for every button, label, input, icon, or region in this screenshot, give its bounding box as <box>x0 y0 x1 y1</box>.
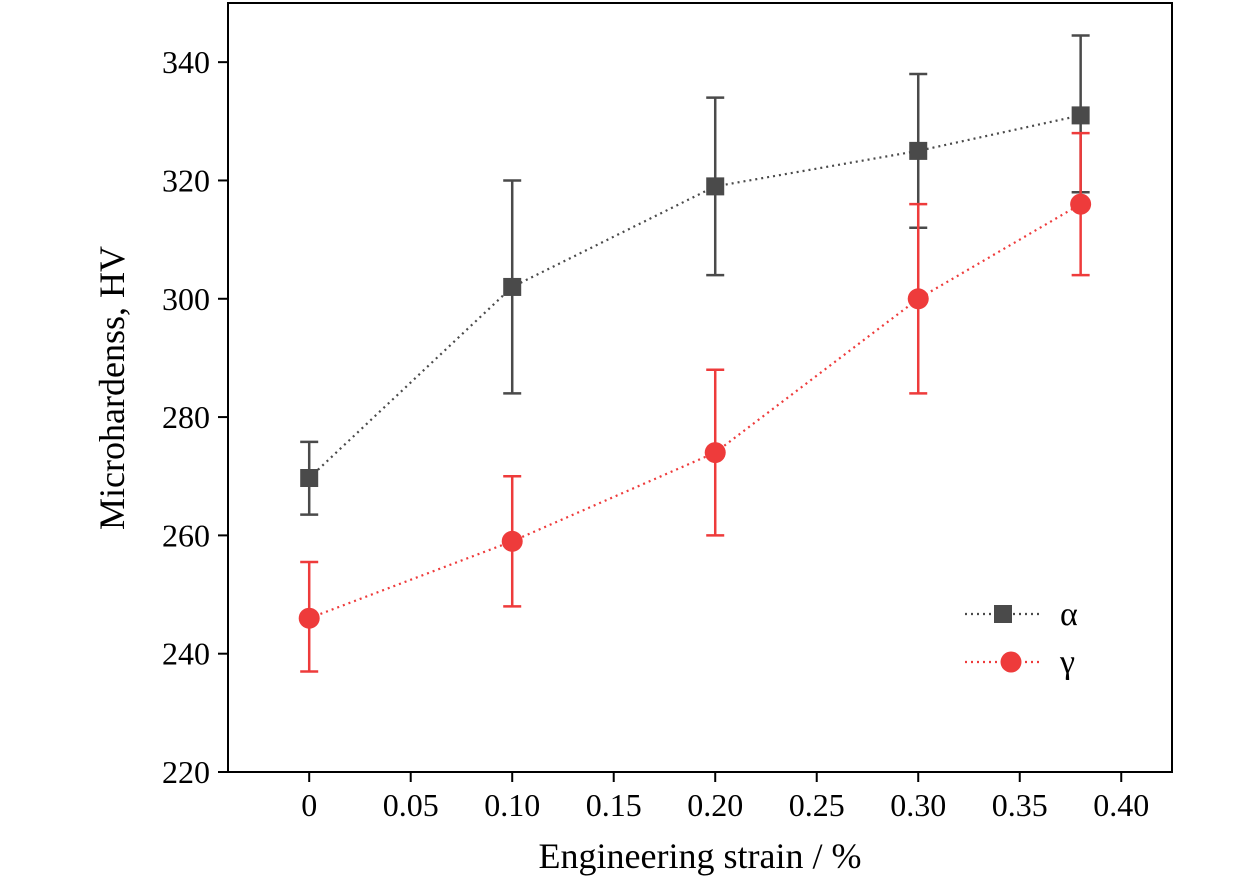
legend-item: α <box>965 596 1078 633</box>
legend: αγ <box>965 596 1078 681</box>
y-tick-label: 220 <box>162 754 210 790</box>
plot-frame <box>227 2 1173 773</box>
x-tick-label: 0.35 <box>992 787 1048 823</box>
y-tick-label: 320 <box>162 162 210 198</box>
data-point <box>298 607 320 629</box>
data-point <box>909 141 928 160</box>
x-tick-label: 0.10 <box>484 787 540 823</box>
plot-marks <box>298 34 1092 673</box>
legend-marker <box>994 605 1012 623</box>
legend-marker <box>1000 651 1022 673</box>
data-point <box>503 277 522 296</box>
legend-label: γ <box>1059 644 1075 681</box>
legend-item: γ <box>965 644 1075 681</box>
y-tick-label: 260 <box>162 517 210 553</box>
x-tick-label: 0.40 <box>1093 787 1149 823</box>
data-point <box>1071 106 1090 125</box>
x-axis-title: Engineering strain / % <box>539 836 862 876</box>
data-point <box>706 177 725 196</box>
data-point <box>907 288 929 310</box>
data-point <box>501 530 523 552</box>
data-point <box>300 469 319 488</box>
y-tick-label: 340 <box>162 44 210 80</box>
y-tick-label: 280 <box>162 399 210 435</box>
series-line <box>308 203 1082 620</box>
y-axis-title: Microhardenss, HV <box>92 246 132 530</box>
legend-label: α <box>1060 596 1078 633</box>
data-point <box>1070 193 1092 215</box>
series-gamma <box>298 131 1092 673</box>
series-alpha <box>300 34 1090 516</box>
x-tick-label: 0.05 <box>383 787 439 823</box>
x-tick-label: 0.25 <box>789 787 845 823</box>
data-point <box>704 442 726 464</box>
y-tick-label: 240 <box>162 636 210 672</box>
series-line <box>308 114 1081 479</box>
x-tick-label: 0.20 <box>687 787 743 823</box>
x-tick-label: 0.15 <box>586 787 642 823</box>
x-tick-label: 0.30 <box>890 787 946 823</box>
x-tick-label: 0 <box>301 787 317 823</box>
y-tick-label: 300 <box>162 281 210 317</box>
axes: 0 0.05 0.10 0.15 0.20 0.25 0.30 0.35 0.40 220 240 2… <box>162 44 1149 823</box>
